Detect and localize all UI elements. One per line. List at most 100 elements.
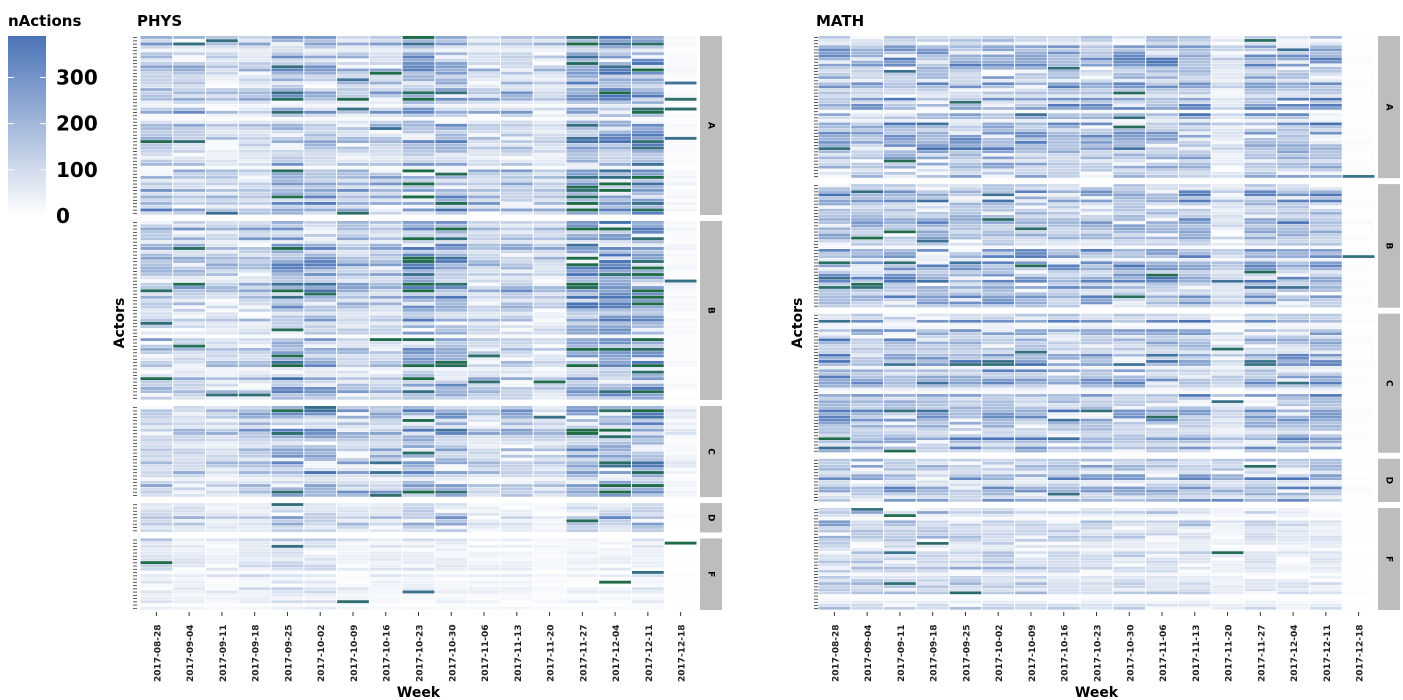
heat-cell [1178, 42, 1211, 45]
heat-cell [1146, 48, 1178, 52]
heat-cell [1309, 196, 1342, 200]
heat-cell [140, 260, 173, 263]
heat-cell [271, 308, 304, 312]
heat-cell [631, 195, 664, 199]
heat-cell [271, 405, 304, 409]
heat-cell [1277, 122, 1309, 126]
heat-cell [271, 360, 304, 364]
heat-cell [818, 273, 851, 277]
x-tick-label: 2017-10-23 [416, 624, 426, 682]
heat-cell [1178, 36, 1211, 39]
heat-cell [435, 101, 468, 104]
heat-cell [664, 91, 697, 95]
heat-cell [402, 393, 435, 397]
heat-cell [599, 567, 631, 571]
heat-cell [1178, 69, 1211, 73]
heat-cell [238, 153, 271, 157]
heat-cell [500, 175, 533, 179]
heat-cell [1178, 283, 1211, 286]
heat-cell [1047, 184, 1080, 187]
heat-cell [599, 305, 631, 309]
heat-cell [599, 373, 631, 377]
heat-cell [304, 276, 337, 280]
heat-cell [1244, 128, 1277, 132]
heat-cell [304, 269, 337, 273]
heat-cell [1047, 295, 1080, 299]
heat-cell [599, 299, 631, 302]
heat-cell [982, 193, 1015, 197]
heat-cell [1342, 208, 1375, 212]
heat-cell [1244, 36, 1277, 39]
heat-cell [140, 328, 173, 332]
heat-cell [533, 130, 566, 134]
heat-cell [1342, 360, 1375, 363]
heat-cell [982, 366, 1015, 369]
heat-cell [238, 344, 271, 348]
heat-cell [140, 574, 173, 578]
heat-cell [1309, 36, 1342, 39]
heat-cell [533, 409, 566, 413]
heat-cell [238, 525, 271, 529]
heat-cell [533, 266, 566, 270]
heat-cell [916, 144, 949, 147]
heat-cell [664, 590, 697, 594]
heat-cell [402, 574, 435, 578]
heat-cell [402, 461, 435, 465]
x-tick-label: 2017-10-02 [317, 624, 327, 682]
heat-cell [599, 519, 631, 523]
heat-cell [533, 419, 566, 422]
heat-cell [949, 286, 982, 289]
heat-cell [304, 448, 337, 452]
heat-cell [402, 364, 435, 368]
heat-cell [533, 305, 566, 309]
heat-cell [1244, 171, 1277, 175]
heat-cell [533, 428, 566, 432]
heat-cell [238, 201, 271, 205]
heat-cell [173, 143, 206, 147]
heat-cell [173, 208, 206, 212]
heat-cell [599, 256, 631, 260]
heat-cell [916, 36, 949, 39]
heat-cell [818, 366, 851, 369]
heat-cell [1015, 54, 1047, 58]
heat-cell [500, 94, 533, 98]
heat-cell [337, 321, 369, 325]
heat-cell [1047, 245, 1080, 249]
legend-title: nActions [8, 12, 81, 30]
heat-cell [1342, 283, 1375, 286]
heat-cell [304, 205, 337, 209]
heat-cell [238, 461, 271, 465]
heat-cell [631, 522, 664, 526]
heat-cell [1113, 353, 1146, 357]
heat-cell [1080, 242, 1113, 246]
heat-cell [949, 119, 982, 123]
heat-cell [173, 269, 206, 273]
heat-cell [1244, 153, 1277, 157]
heat-cell [1178, 159, 1211, 163]
heat-cell [1211, 196, 1244, 200]
heat-cell [173, 230, 206, 234]
heat-cell [566, 354, 599, 358]
heat-cell [1047, 54, 1080, 58]
heat-cell [140, 606, 173, 610]
heat-cell [140, 256, 173, 260]
heat-cell [173, 159, 206, 163]
heat-cell [435, 117, 468, 121]
heat-cell [140, 522, 173, 526]
heat-cell [369, 544, 402, 548]
heat-cell [1244, 326, 1277, 329]
heat-cell [1146, 326, 1178, 329]
heat-cell [238, 279, 271, 283]
heat-cell [566, 487, 599, 491]
heat-cell [566, 305, 599, 309]
heat-cell [884, 353, 916, 357]
heat-cell [206, 88, 238, 91]
heat-cell [818, 242, 851, 246]
heat-cell [1080, 227, 1113, 231]
heat-cell [369, 441, 402, 445]
heat-cell [1047, 48, 1080, 52]
heat-cell [500, 282, 533, 286]
heat-cell [818, 341, 851, 345]
heat-cell [818, 162, 851, 166]
heat-cell [500, 490, 533, 494]
